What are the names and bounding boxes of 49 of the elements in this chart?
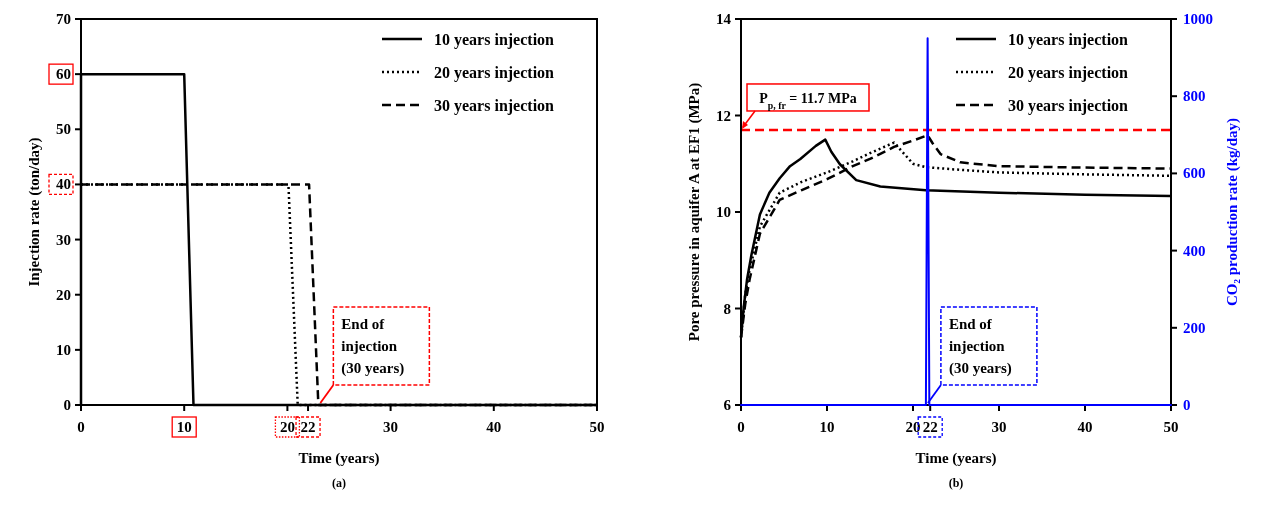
ref-line-label: P$_{p, fr}$ = 11.7 MPa (759, 90, 857, 111)
x-tick-label: 0 (77, 419, 85, 435)
x-tick-label: 20 (905, 419, 921, 435)
x-tick-label: 50 (589, 419, 605, 435)
y-tick-label: 10 (56, 341, 71, 358)
y2-tick-label: 0 (1183, 397, 1191, 413)
y-tick-label: 40 (56, 176, 71, 193)
annotation: End of injection (30 years) (948, 316, 1012, 377)
x-tick-label: 30 (383, 419, 399, 435)
x-tick-label: 22 (922, 419, 938, 435)
y-tick-label: 50 (56, 121, 71, 138)
y-tick-label: 70 (56, 11, 71, 27)
legend-label: 20 years injection (434, 64, 555, 82)
y-tick-label: 10 (716, 204, 731, 220)
y-axis-title: Injection rate (ton/day) (26, 137, 43, 287)
x-axis-title: Time (years) (915, 450, 997, 467)
y-tick-label: 20 (56, 286, 71, 303)
text: (a) (332, 476, 346, 490)
x-axis-title: Time (years) (298, 450, 380, 467)
y2-tick-label: 600 (1183, 165, 1206, 182)
x-tick-label: 10 (176, 419, 192, 435)
x-tick-label: 10 (819, 419, 835, 435)
y-tick-label: 6 (723, 397, 732, 413)
legend-label: 30 years injection (434, 97, 555, 115)
y-tick-label: 60 (56, 66, 71, 83)
annotation: End of injection (30 years) (341, 316, 405, 377)
legend-label: 10 years injection (434, 31, 555, 49)
y2-tick-label: 400 (1183, 242, 1206, 259)
y-tick-label: 8 (723, 300, 731, 317)
legend-label: 30 years injection (1008, 97, 1129, 115)
y-tick-label: 30 (56, 231, 71, 248)
y2-tick-label: 1000 (1183, 11, 1213, 27)
y-axis-title: Pore pressure in aquifer A at EF1 (MPa) (686, 82, 703, 342)
text: (b) (948, 476, 964, 490)
y2-axis-title: CO₂ production rate (kg/day) (1224, 118, 1241, 306)
x-tick-label: 40 (486, 419, 502, 435)
x-tick-label: 20 (279, 419, 295, 435)
y-tick-label: 14 (716, 11, 732, 27)
y-tick-label: 12 (716, 107, 731, 124)
x-tick-label: 50 (1163, 419, 1179, 435)
y2-tick-label: 800 (1183, 88, 1206, 105)
x-tick-label: 40 (1077, 419, 1093, 435)
y2-tick-label: 200 (1183, 319, 1206, 336)
x-tick-label: 30 (991, 419, 1007, 435)
x-tick-label: 22 (300, 419, 316, 435)
legend-label: 10 years injection (1008, 31, 1129, 49)
x-tick-label: 0 (737, 419, 745, 435)
y-tick-label: 0 (63, 397, 71, 413)
legend-label: 20 years injection (1008, 64, 1129, 82)
